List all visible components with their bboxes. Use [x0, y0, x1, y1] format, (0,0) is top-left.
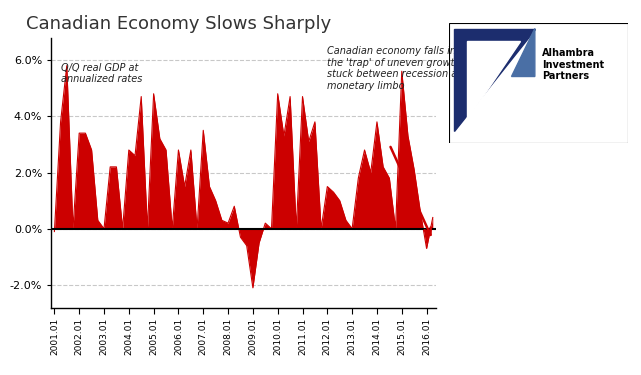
Polygon shape	[512, 28, 535, 76]
Polygon shape	[454, 28, 535, 130]
Text: Canadian economy falls into
the 'trap' of uneven growth,
stuck between recession: Canadian economy falls into the 'trap' o…	[328, 46, 470, 91]
Polygon shape	[467, 40, 520, 118]
Text: Canadian Economy Slows Sharply: Canadian Economy Slows Sharply	[26, 15, 331, 33]
Text: Q/Q real GDP at
annualized rates: Q/Q real GDP at annualized rates	[61, 63, 142, 84]
Text: Alhambra
Investment
Partners: Alhambra Investment Partners	[542, 48, 604, 81]
